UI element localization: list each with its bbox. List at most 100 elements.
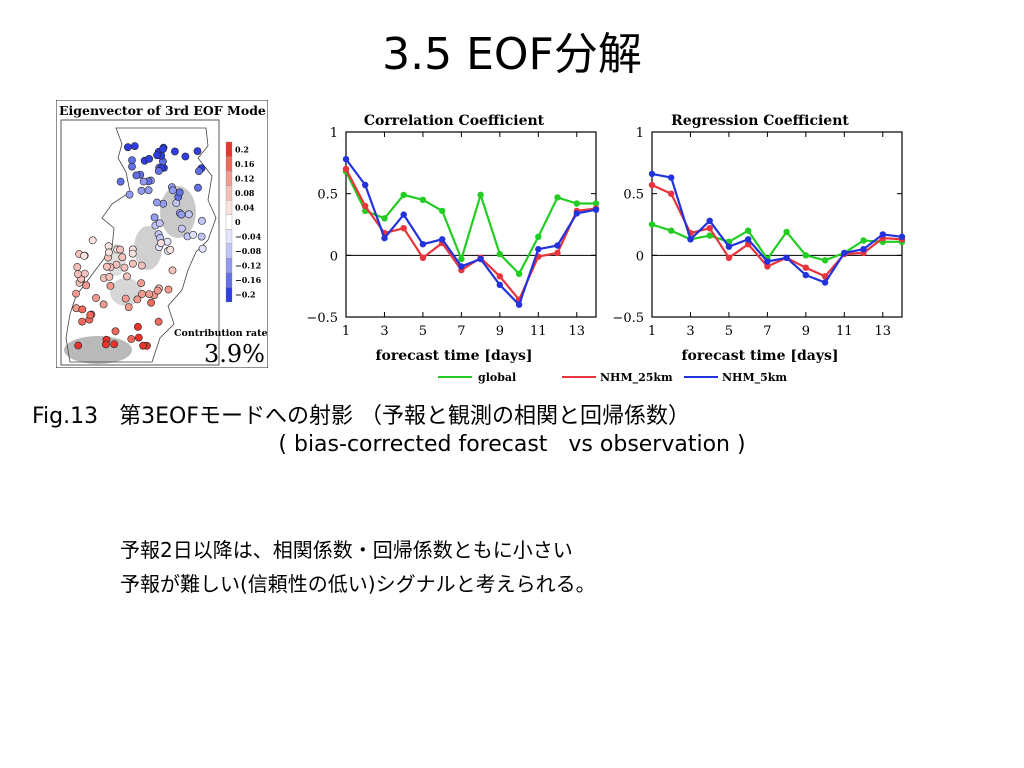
station-dot	[168, 186, 177, 195]
data-point-nhm-5km	[841, 249, 848, 257]
chart-title: Correlation Coefficient	[364, 113, 545, 129]
x-tick-label: 5	[419, 324, 427, 339]
y-tick-label: 0	[330, 249, 338, 264]
legend-label-global: global	[478, 371, 516, 384]
contribution-label: Contribution rate	[174, 328, 268, 339]
station-dot	[88, 236, 97, 245]
data-point-nhm-5km	[668, 174, 675, 181]
station-dot	[128, 249, 137, 258]
station-dot	[144, 186, 153, 195]
station-dot	[106, 281, 115, 290]
station-dot	[128, 162, 136, 171]
data-point-global	[573, 200, 580, 207]
colorbar-segment	[225, 200, 233, 215]
station-dot	[78, 305, 87, 314]
x-tick-label: 9	[802, 324, 810, 339]
station-dot	[130, 142, 139, 150]
data-point-nhm-5km	[745, 236, 752, 243]
station-dot	[72, 289, 80, 298]
legend: global NHM_25km NHM_5km	[438, 371, 787, 385]
data-point-nhm-5km	[342, 155, 350, 163]
colorbar-tick-label: 0.2	[235, 144, 249, 154]
legend-label-nhm25: NHM_25km	[600, 371, 673, 385]
x-tick-label: 11	[836, 324, 853, 339]
y-tick-label: −0.5	[612, 311, 644, 326]
station-dot	[129, 259, 137, 268]
y-tick-label: 0.5	[317, 188, 338, 203]
colorbar-segment	[225, 243, 233, 259]
data-point-global	[496, 250, 503, 258]
station-dot	[145, 290, 154, 298]
station-dot	[132, 171, 141, 180]
colorbar-tick-label: 0	[235, 217, 241, 227]
station-dot	[193, 147, 202, 155]
correlation-chart: Correlation Coefficient forecast time [d…	[306, 113, 600, 364]
data-point-nhm-25km	[554, 249, 561, 257]
data-point-global	[648, 221, 656, 228]
data-point-nhm-25km	[648, 181, 656, 189]
station-dot	[194, 183, 202, 192]
data-point-nhm-5km	[879, 231, 886, 238]
colorbar-segment	[225, 258, 233, 274]
data-point-nhm-5km	[439, 236, 446, 243]
station-dot	[116, 177, 125, 186]
station-dot	[147, 298, 155, 307]
data-point-nhm-5km	[458, 263, 465, 270]
x-tick-label: 9	[496, 324, 504, 339]
data-point-nhm-5km	[725, 243, 733, 250]
station-dot	[127, 335, 136, 343]
data-point-nhm-25km	[706, 225, 713, 232]
station-dot	[154, 317, 163, 326]
station-dot	[137, 186, 146, 195]
data-point-nhm-25km	[821, 273, 829, 280]
data-point-global	[860, 237, 867, 244]
data-point-nhm-5km	[821, 279, 829, 286]
map-area	[60, 119, 220, 366]
series-line-global	[651, 223, 902, 262]
x-tick-label: 7	[457, 324, 465, 339]
station-dot	[181, 152, 190, 161]
station-dot	[134, 333, 143, 342]
station-dot	[118, 253, 127, 262]
station-dot	[78, 317, 86, 326]
x-tick-label: 3	[380, 324, 388, 339]
series-line-global	[345, 171, 596, 276]
eof-map-panel: Eigenvector of 3rd EOF Mode 0.20.160.120…	[56, 100, 268, 368]
data-point-global	[477, 191, 484, 199]
station-dot	[137, 279, 146, 287]
station-dot	[139, 177, 148, 186]
station-dot	[194, 167, 203, 175]
station-dot	[134, 322, 142, 331]
plot-frame	[651, 131, 903, 318]
station-dot	[133, 295, 142, 304]
data-point-global	[515, 270, 523, 277]
data-point-nhm-5km	[381, 234, 388, 242]
station-dot	[153, 286, 162, 295]
terrain-shade	[64, 336, 132, 364]
station-dot	[124, 303, 133, 311]
station-dot	[197, 232, 206, 241]
data-point-nhm-25km	[400, 225, 407, 232]
colorbar-segment	[225, 214, 233, 230]
data-point-nhm-5km	[477, 255, 484, 263]
station-dot	[111, 327, 120, 336]
colorbar-segment	[225, 229, 233, 244]
x-tick-label: 5	[725, 324, 733, 339]
station-dot	[166, 245, 175, 254]
station-dot	[105, 272, 114, 281]
station-dot	[157, 239, 165, 248]
colorbar-tick-label: −0.04	[235, 232, 262, 242]
data-point-nhm-5km	[400, 211, 407, 218]
station-dot	[86, 311, 95, 319]
station-dot	[177, 210, 186, 219]
map-title: Eigenvector of 3rd EOF Mode	[59, 103, 266, 118]
data-point-nhm-25km	[419, 254, 427, 261]
station-dot	[123, 272, 131, 281]
line-charts: Correlation Coefficient forecast time [d…	[306, 113, 906, 385]
x-tick-label: 7	[763, 324, 771, 339]
station-dot	[92, 294, 100, 302]
slide-title: 3.5 EOF分解	[382, 29, 642, 80]
data-point-nhm-5km	[860, 246, 867, 253]
colorbar-tick-label: 0.16	[235, 159, 255, 169]
station-dot	[137, 261, 146, 270]
